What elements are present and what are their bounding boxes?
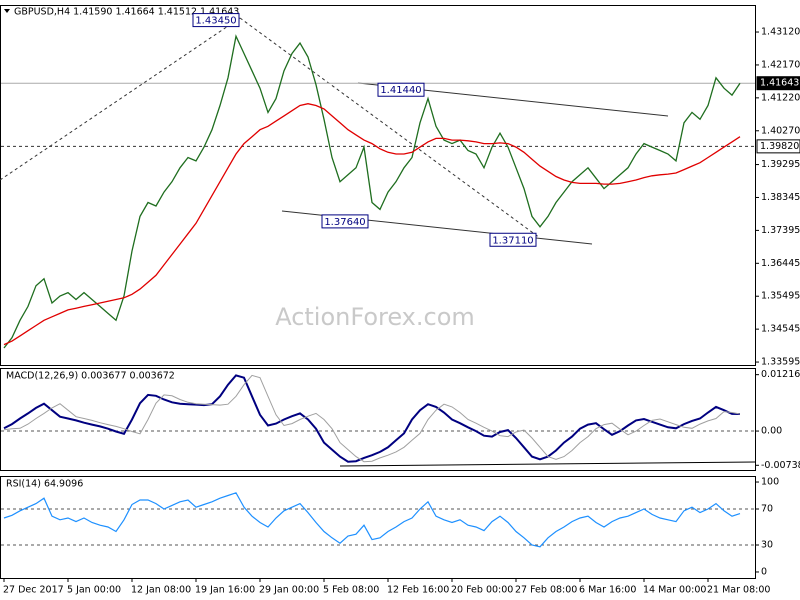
main-panel [0,5,756,366]
price-label-box [756,76,800,91]
y-tick-label: 1.38345 [761,192,800,203]
series-line [3,34,741,349]
y-tick-label: 1.40270 [761,125,800,136]
y-tick-label: 1.34545 [761,324,800,335]
y-tick-label: 0.00 [761,426,782,437]
y-tick-label: 1.39295 [761,159,800,170]
x-tick-label: 12 Jan 08:00 [131,585,191,596]
y-tick-label: 1.33595 [761,357,800,368]
macd-panel [0,368,756,471]
x-tick-label: 21 Mar 08:00 [707,585,770,596]
x-tick-label: 19 Jan 16:00 [195,585,255,596]
x-tick-label: 5 Feb 08:00 [323,585,379,596]
annotation-box [377,82,425,97]
series-line [3,103,741,346]
y-tick-label: -0.007384 [761,460,800,471]
annotation-label: 1.43450 [195,16,236,27]
x-tick-label: 12 Feb 16:00 [387,585,449,596]
trend-line [239,17,541,239]
annotation-box [489,232,537,247]
x-tick-label: 20 Feb 00:00 [451,585,513,596]
y-tick-label: 1.36445 [761,258,800,269]
main-title: GBPUSD,H4 1.41590 1.41664 1.41512 1.4164… [14,7,239,18]
y-tick-label: 30 [761,539,773,550]
y-tick-label: 70 [761,504,773,515]
watermark: ActionForex.com [275,303,475,331]
x-tick-label: 29 Jan 00:00 [259,585,319,596]
y-tick-label: 0 [761,566,767,577]
x-tick-label: 27 Dec 2017 [3,585,64,596]
price-label: 1.39820 [760,141,799,152]
rsi-panel [0,476,756,579]
price-label-box [756,139,800,154]
annotation-box [192,13,240,28]
y-tick-label: 100 [761,477,779,488]
series-line [3,374,741,463]
price-label: 1.41643 [760,78,799,89]
x-tick-label: 6 Mar 16:00 [579,585,636,596]
y-tick-label: 1.43120 [761,27,800,38]
annotation-label: 1.37110 [492,235,533,246]
annotation-label: 1.37640 [324,217,365,228]
series-line [3,374,741,463]
annotation-box [321,214,369,229]
macd-title: MACD(12,26,9) 0.003677 0.003672 [6,371,175,382]
y-tick-label: 1.41220 [761,92,800,103]
x-tick-label: 5 Jan 00:00 [67,585,121,596]
annotation-label: 1.41440 [380,85,421,96]
rsi-title: RSI(14) 64.9096 [6,479,83,490]
y-tick-label: 1.35495 [761,291,800,302]
x-tick-label: 27 Feb 08:00 [515,585,577,596]
menu-arrow [4,9,10,13]
trend-line [0,17,241,181]
series-line [3,492,741,548]
trend-line [339,461,756,467]
y-tick-label: 0.012164 [761,369,800,380]
y-tick-label: 1.42170 [761,59,800,70]
y-tick-label: 1.37395 [761,225,800,236]
x-tick-label: 14 Mar 00:00 [643,585,706,596]
